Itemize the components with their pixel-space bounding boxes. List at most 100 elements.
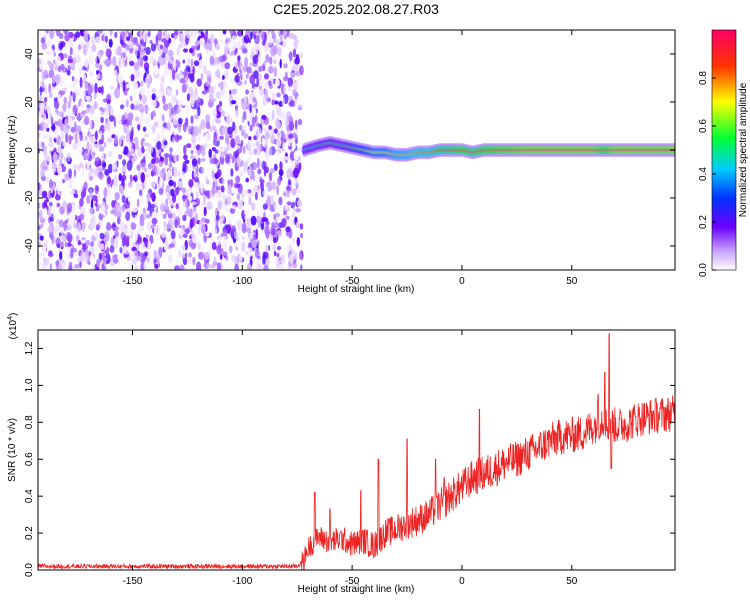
noise-speckle	[103, 231, 110, 243]
noise-speckle	[88, 107, 95, 116]
noise-speckle	[71, 75, 75, 82]
noise-speckle	[145, 46, 151, 55]
noise-speckle	[59, 190, 62, 195]
noise-speckle	[43, 236, 47, 245]
noise-speckle	[276, 185, 279, 196]
noise-speckle	[163, 140, 168, 146]
noise-speckle	[294, 161, 300, 170]
noise-speckle	[38, 31, 41, 38]
noise-speckle	[232, 249, 235, 256]
noise-speckle	[163, 67, 169, 78]
noise-speckle	[262, 95, 268, 106]
noise-speckle	[38, 57, 41, 66]
noise-speckle	[115, 112, 121, 123]
noise-speckle	[151, 181, 157, 189]
noise-speckle	[80, 191, 85, 200]
noise-speckle	[276, 253, 280, 258]
noise-speckle	[245, 89, 250, 95]
noise-speckle	[95, 62, 100, 69]
noise-speckle	[140, 162, 147, 170]
noise-speckle	[68, 134, 72, 145]
noise-speckle	[291, 242, 297, 251]
noise-speckle	[241, 115, 245, 123]
noise-speckle	[209, 264, 216, 269]
x-tick-label: 0	[459, 276, 465, 287]
noise-speckle	[60, 131, 64, 141]
noise-speckle	[258, 65, 263, 73]
noise-speckle	[58, 32, 64, 40]
noise-speckle	[205, 232, 210, 237]
noise-speckle	[125, 246, 130, 255]
noise-speckle	[175, 99, 182, 106]
noise-speckle	[204, 251, 210, 261]
noise-speckle	[142, 209, 147, 221]
noise-speckle	[253, 148, 258, 155]
noise-speckle	[79, 198, 84, 207]
noise-speckle	[219, 135, 224, 140]
noise-speckle	[144, 55, 148, 61]
noise-speckle	[196, 78, 202, 87]
noise-speckle	[109, 245, 115, 253]
noise-speckle	[217, 200, 222, 210]
noise-speckle	[151, 93, 156, 101]
noise-speckle	[181, 83, 187, 93]
noise-speckle	[252, 55, 259, 64]
noise-speckle	[253, 70, 259, 79]
noise-speckle	[105, 48, 112, 58]
noise-speckle	[170, 230, 176, 240]
noise-speckle	[226, 262, 232, 270]
noise-speckle	[278, 263, 285, 270]
noise-speckle	[239, 62, 243, 67]
noise-speckle	[120, 39, 124, 45]
noise-speckle	[76, 74, 81, 80]
noise-speckle	[169, 147, 173, 153]
noise-speckle	[60, 63, 65, 71]
noise-speckle	[201, 244, 205, 251]
noise-speckle	[228, 45, 232, 54]
noise-speckle	[133, 174, 138, 181]
noise-speckle	[248, 37, 252, 44]
noise-speckle	[151, 163, 156, 173]
noise-speckle	[66, 69, 71, 76]
noise-speckle	[236, 49, 243, 56]
noise-speckle	[147, 89, 151, 98]
noise-speckle	[285, 215, 290, 220]
noise-speckle	[48, 190, 52, 200]
noise-speckle	[105, 207, 108, 216]
noise-speckle	[86, 104, 91, 109]
noise-speckle	[107, 136, 113, 143]
noise-speckle	[268, 65, 274, 74]
noise-speckle	[107, 163, 113, 174]
noise-speckle	[224, 70, 229, 80]
noise-speckle	[164, 156, 169, 166]
noise-speckle	[99, 130, 103, 135]
noise-speckle	[39, 107, 45, 115]
noise-speckle	[252, 97, 257, 103]
snr-x-axis: -150 -100 -50 0 50	[122, 330, 578, 587]
noise-speckle	[290, 162, 296, 167]
noise-speckle	[98, 171, 104, 180]
noise-speckle	[300, 264, 303, 270]
noise-speckle	[47, 118, 50, 126]
noise-speckle	[87, 161, 91, 167]
noise-speckle	[178, 43, 183, 49]
snr-y-label: SNR (10 * v/v)	[7, 418, 18, 482]
noise-speckle	[79, 213, 85, 221]
noise-speckle	[270, 78, 274, 85]
noise-speckle	[243, 64, 246, 73]
noise-speckle	[209, 55, 214, 66]
noise-speckle	[140, 172, 145, 183]
noise-speckle	[262, 203, 268, 210]
noise-speckle	[113, 69, 118, 80]
noise-speckle	[110, 73, 115, 85]
noise-speckle	[94, 101, 97, 110]
noise-speckle	[223, 251, 228, 256]
noise-speckle	[78, 105, 83, 113]
snr-frame	[37, 329, 676, 571]
y-tick-label: 0.4	[24, 489, 35, 503]
y-tick-label: 0.6	[24, 452, 35, 466]
noise-speckle	[72, 141, 79, 150]
noise-speckle	[182, 257, 188, 266]
noise-speckle	[116, 45, 122, 56]
noise-speckle	[69, 261, 73, 266]
